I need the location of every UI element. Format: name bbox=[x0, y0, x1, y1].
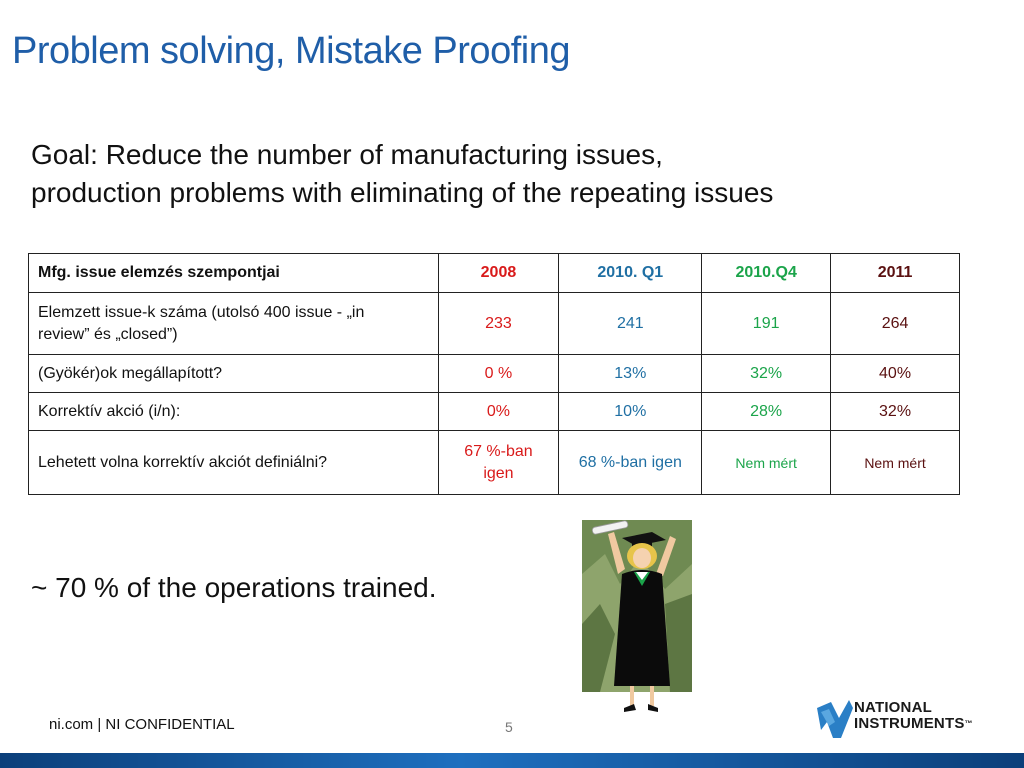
logo-line-1: NATIONAL bbox=[854, 699, 932, 716]
logo-line-2: INSTRUMENTS™ bbox=[854, 716, 973, 732]
goal-line-1: Goal: Reduce the number of manufacturing… bbox=[31, 139, 663, 170]
cell-2008: 67 %-ban igen bbox=[437, 430, 560, 495]
cell-2010-q4: 28% bbox=[701, 392, 832, 431]
table-row: Elemzett issue-k száma (utolsó 400 issue… bbox=[28, 292, 960, 355]
header-criteria: Mfg. issue elemzés szempontjai bbox=[28, 253, 439, 293]
row-label-line-2: review” és „closed”) bbox=[38, 325, 178, 343]
table-row: (Gyökér)ok megállapított? 0 % 13% 32% 40… bbox=[28, 354, 960, 393]
cell-2008-line-1: 67 %-ban bbox=[464, 442, 533, 460]
page-number: 5 bbox=[505, 719, 513, 735]
footer-text: ni.com | NI CONFIDENTIAL bbox=[49, 716, 235, 733]
goal-line-2: production problems with eliminating of … bbox=[31, 177, 774, 208]
row-label-line-1: Elemzett issue-k száma (utolsó 400 issue… bbox=[38, 303, 365, 321]
cell-2010-q4: Nem mért bbox=[701, 430, 832, 495]
row-label: Elemzett issue-k száma (utolsó 400 issue… bbox=[28, 292, 439, 355]
cell-2011: 264 bbox=[830, 292, 960, 355]
row-label: Korrektív akció (i/n): bbox=[28, 392, 439, 431]
cell-2010-q1: 241 bbox=[558, 292, 703, 355]
header-2010-q1: 2010. Q1 bbox=[558, 253, 703, 293]
cell-2010-q4: 191 bbox=[701, 292, 832, 355]
row-label: (Gyökér)ok megállapított? bbox=[28, 354, 439, 393]
graduate-celebrating-icon bbox=[582, 520, 692, 712]
logo-tm: ™ bbox=[964, 719, 973, 728]
goal-text: Goal: Reduce the number of manufacturing… bbox=[31, 136, 971, 212]
slide-title: Problem solving, Mistake Proofing bbox=[12, 30, 570, 72]
cell-2011: 40% bbox=[830, 354, 960, 393]
cell-2010-q1: 13% bbox=[558, 354, 703, 393]
cell-2010-q4: 32% bbox=[701, 354, 832, 393]
logo-line-2-text: INSTRUMENTS bbox=[854, 715, 965, 732]
cell-2008: 0 % bbox=[437, 354, 560, 393]
header-2011: 2011 bbox=[830, 253, 960, 293]
cell-2011: 32% bbox=[830, 392, 960, 431]
cell-2010-q1: 68 %-ban igen bbox=[558, 430, 703, 495]
table-row: Korrektív akció (i/n): 0% 10% 28% 32% bbox=[28, 392, 960, 431]
table-row: Lehetett volna korrektív akciót definiál… bbox=[28, 430, 960, 495]
table-header-row: Mfg. issue elemzés szempontjai 2008 2010… bbox=[28, 253, 960, 293]
bottom-bar bbox=[0, 753, 1024, 768]
header-2010-q4: 2010.Q4 bbox=[701, 253, 832, 293]
issue-analysis-table: Mfg. issue elemzés szempontjai 2008 2010… bbox=[28, 253, 960, 495]
logo-wordmark: NATIONAL INSTRUMENTS™ bbox=[854, 700, 973, 732]
cell-2011: Nem mért bbox=[830, 430, 960, 495]
cell-2008-line-2: igen bbox=[483, 464, 514, 482]
header-2008: 2008 bbox=[437, 253, 560, 293]
cell-2010-q1: 10% bbox=[558, 392, 703, 431]
cell-2008: 233 bbox=[437, 292, 560, 355]
cell-2008: 0% bbox=[437, 392, 560, 431]
row-label: Lehetett volna korrektív akciót definiál… bbox=[28, 430, 439, 495]
trained-text: ~ 70 % of the operations trained. bbox=[31, 572, 437, 603]
national-instruments-logo-icon bbox=[817, 700, 853, 738]
